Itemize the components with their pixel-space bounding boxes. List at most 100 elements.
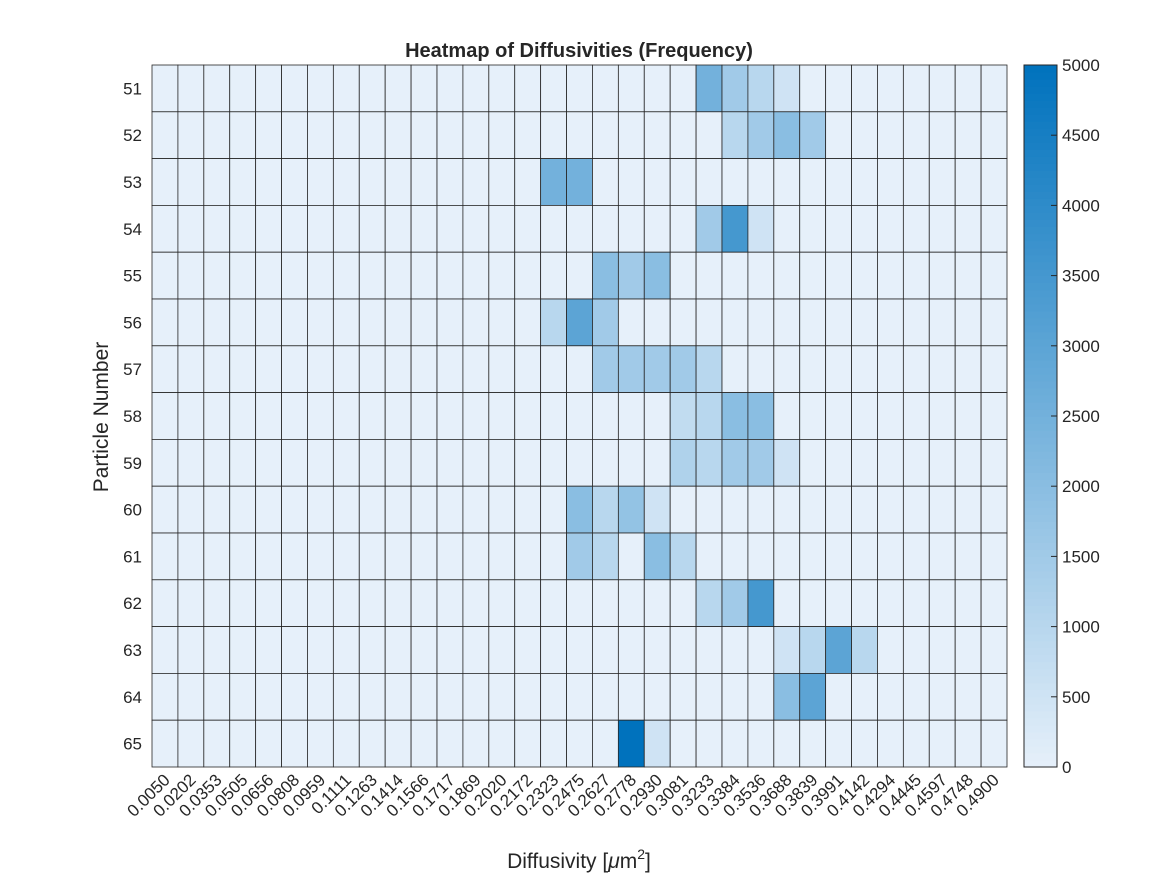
heatmap-cell — [514, 719, 542, 768]
colorbar-band — [1024, 710, 1057, 719]
heatmap-cell — [151, 298, 179, 347]
heatmap-cell — [851, 158, 878, 206]
heatmap-cell — [566, 673, 593, 721]
heatmap-cell — [255, 719, 282, 768]
heatmap-cell — [643, 626, 671, 674]
heatmap-cell — [980, 158, 1008, 206]
heatmap-cell — [902, 719, 930, 768]
heatmap-cell — [436, 204, 464, 253]
heatmap-cell — [410, 158, 438, 206]
heatmap-cell — [151, 626, 179, 674]
colorbar-band — [1024, 556, 1057, 565]
heatmap-cell — [747, 345, 775, 393]
heatmap-cell — [177, 719, 205, 768]
heatmap-cell — [436, 626, 464, 674]
heatmap-cell — [773, 298, 801, 347]
heatmap-cell — [851, 532, 878, 581]
heatmap-cell — [540, 345, 567, 393]
heatmap-cell — [954, 111, 982, 160]
colorbar-band — [1024, 275, 1057, 284]
heatmap-cell — [229, 345, 257, 393]
y-tick-label: 51 — [123, 79, 142, 98]
heatmap-cell — [540, 719, 567, 768]
heatmap-cell — [566, 719, 593, 768]
heatmap-cell — [488, 111, 516, 160]
heatmap-cell — [617, 579, 645, 627]
heatmap-cell — [980, 673, 1008, 721]
heatmap-cell — [358, 345, 386, 393]
heatmap-cell — [281, 438, 308, 487]
heatmap-cell — [255, 158, 282, 206]
heatmap-cell — [384, 719, 412, 768]
heatmap-cell — [669, 251, 697, 300]
heatmap-cell — [488, 158, 516, 206]
heatmap-cell — [177, 673, 205, 721]
colorbar-band — [1024, 303, 1057, 312]
heatmap-cell — [643, 438, 671, 487]
heatmap-cell — [540, 251, 567, 300]
heatmap-cell — [877, 111, 904, 160]
heatmap-cell — [307, 626, 334, 674]
heatmap-cell — [332, 532, 360, 581]
heatmap-cell — [592, 673, 619, 721]
heatmap-cell — [410, 579, 438, 627]
heatmap-cell — [462, 111, 490, 160]
heatmap-cell — [695, 158, 723, 206]
colorbar-band — [1024, 682, 1057, 691]
heatmap-cell — [902, 485, 930, 534]
heatmap-cell — [877, 579, 904, 627]
heatmap-cell — [151, 579, 179, 627]
heatmap-cell — [177, 111, 205, 160]
heatmap-cell — [358, 64, 386, 113]
colorbar-band — [1024, 86, 1057, 94]
heatmap-cell — [332, 158, 360, 206]
heatmap-cell — [695, 719, 723, 768]
heatmap-cell — [358, 111, 386, 160]
heatmap-cell — [177, 579, 205, 627]
heatmap-cell — [825, 626, 852, 674]
heatmap-cell — [773, 345, 801, 393]
heatmap-cell — [592, 719, 619, 768]
heatmap-cell — [721, 298, 749, 347]
colorbar-band — [1024, 359, 1057, 368]
heatmap-cell — [877, 438, 904, 487]
heatmap-cell — [773, 158, 801, 206]
colorbar-band — [1024, 72, 1057, 80]
heatmap-cell — [799, 532, 827, 581]
heatmap-cell — [773, 204, 801, 253]
heatmap-cell — [954, 719, 982, 768]
heatmap-cell — [877, 251, 904, 300]
colorbar-band — [1024, 696, 1057, 705]
heatmap-cell — [592, 64, 619, 113]
colorbar-band — [1024, 373, 1057, 382]
heatmap-cell — [462, 345, 490, 393]
heatmap-cell — [566, 485, 593, 534]
heatmap-cell — [307, 298, 334, 347]
heatmap-cell — [566, 158, 593, 206]
colorbar-band — [1024, 633, 1057, 642]
heatmap-cell — [488, 64, 516, 113]
colorbar — [1023, 64, 1058, 768]
heatmap-cell — [151, 345, 179, 393]
heatmap-cell — [358, 298, 386, 347]
heatmap-cell — [617, 438, 645, 487]
heatmap-cell — [980, 204, 1008, 253]
heatmap-cell — [747, 298, 775, 347]
colorbar-band — [1024, 668, 1057, 677]
heatmap-cell — [669, 64, 697, 113]
heatmap-cell — [255, 485, 282, 534]
heatmap-cell — [462, 532, 490, 581]
heatmap-cell — [928, 251, 956, 300]
heatmap-cell — [954, 345, 982, 393]
heatmap-cell — [592, 204, 619, 253]
heatmap-cell — [332, 626, 360, 674]
heatmap-cell — [436, 673, 464, 721]
heatmap-cell — [928, 158, 956, 206]
heatmap-cell — [851, 204, 878, 253]
heatmap-cell — [307, 579, 334, 627]
colorbar-band — [1024, 205, 1057, 214]
heatmap-cell — [151, 392, 179, 440]
heatmap-cell — [695, 392, 723, 440]
heatmap-cell — [203, 626, 231, 674]
